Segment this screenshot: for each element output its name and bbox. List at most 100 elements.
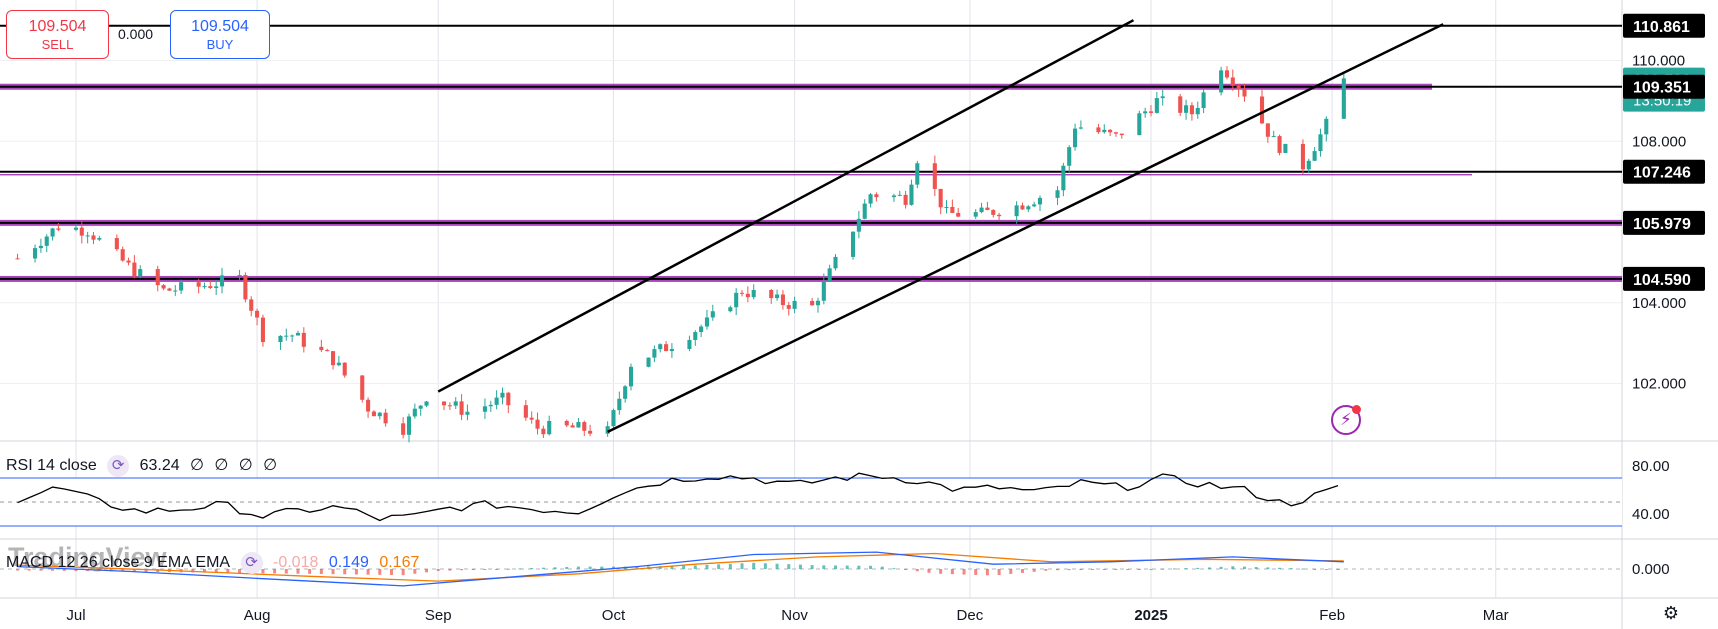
candle-body xyxy=(453,401,458,406)
macd-histogram-bar xyxy=(1114,569,1118,570)
candle-body xyxy=(1073,128,1078,148)
macd-histogram-bar xyxy=(144,569,148,572)
level-price-badge xyxy=(1623,13,1705,38)
candle-body xyxy=(132,262,137,277)
candle-body xyxy=(833,256,838,269)
candle-body xyxy=(1032,204,1037,207)
level-price-label: 107.246 xyxy=(1633,165,1691,182)
macd-histogram-bar xyxy=(985,569,989,576)
candle-body xyxy=(529,417,534,420)
macd-histogram-bar xyxy=(565,566,569,569)
macd-histogram-bar xyxy=(238,569,242,574)
macd-histogram-bar xyxy=(740,563,744,569)
macd-histogram-bar xyxy=(1149,568,1153,570)
cycle-icon[interactable]: ⟳ xyxy=(107,455,130,477)
candle-body xyxy=(214,286,219,289)
candle-body xyxy=(161,285,166,289)
rsi-legend[interactable]: RSI 14 close ⟳ 63.24 ∅ ∅ ∅ ∅ xyxy=(6,455,283,477)
candle-body xyxy=(1148,111,1154,113)
macd-histogram-bar xyxy=(822,565,826,569)
candle-body xyxy=(874,194,879,198)
candle-body xyxy=(1318,134,1323,152)
candle-body xyxy=(979,207,984,213)
macd-histogram-bar xyxy=(775,563,779,569)
candle-body xyxy=(412,408,417,417)
macd-histogram-bar xyxy=(693,565,697,569)
candle-body xyxy=(155,269,160,286)
macd-histogram-bar xyxy=(261,569,265,574)
rsi-extra-4: ∅ xyxy=(263,457,278,475)
candle-body xyxy=(401,423,406,435)
candle-body xyxy=(418,405,423,409)
macd-histogram-bar xyxy=(752,562,756,569)
candle-body xyxy=(1224,70,1230,78)
candle-body xyxy=(114,238,119,250)
candle-body xyxy=(1137,113,1142,136)
candle-body xyxy=(208,286,213,289)
macd-histogram-bar xyxy=(1067,569,1071,571)
macd-histogram-bar xyxy=(483,569,487,570)
macd-histogram-bar xyxy=(798,564,802,569)
time-tick-label: Sep xyxy=(425,607,452,624)
time-tick-label: Dec xyxy=(957,607,984,624)
macd-histogram-bar xyxy=(1056,569,1060,571)
macd-histogram-bar xyxy=(1172,568,1176,570)
candle-body xyxy=(664,344,669,352)
candle-body xyxy=(745,293,750,298)
macd-histogram-bar xyxy=(857,565,861,569)
macd-histogram-bar xyxy=(904,569,908,570)
candle-body xyxy=(868,194,873,204)
candle-body xyxy=(903,194,908,205)
candle-body xyxy=(1230,77,1235,86)
candle-body xyxy=(366,399,371,412)
macd-histogram-bar xyxy=(670,565,674,569)
candle-body xyxy=(944,206,949,208)
level-price-label: 105.979 xyxy=(1633,216,1691,233)
candle-body xyxy=(1055,190,1060,198)
candle-body xyxy=(290,335,295,337)
macd-histogram-bar xyxy=(1289,568,1293,570)
candle-body xyxy=(938,188,943,208)
candle-body xyxy=(780,294,785,306)
candle-body xyxy=(336,362,341,366)
macd-histogram-bar xyxy=(284,569,288,574)
candle-body xyxy=(249,299,254,311)
candle-body xyxy=(915,163,920,185)
rsi-tick-label: 40.00 xyxy=(1632,506,1670,523)
candles xyxy=(15,66,1346,443)
candle-body xyxy=(1154,98,1159,113)
price-tick-label: 110.000 xyxy=(1632,53,1685,70)
macd-signal-value: 0.167 xyxy=(379,554,420,572)
macd-histogram-bar xyxy=(1126,569,1130,570)
time-tick-label: Aug xyxy=(244,607,271,624)
macd-histogram-bar xyxy=(1266,567,1270,569)
macd-histogram-bar xyxy=(588,566,592,569)
candle-body xyxy=(1219,70,1224,93)
macd-histogram-bar xyxy=(448,569,452,571)
macd-histogram-bar xyxy=(354,569,358,575)
lightning-icon[interactable]: ⚡ xyxy=(1331,405,1361,435)
candle-body xyxy=(523,405,528,418)
macd-histogram-bar xyxy=(1196,567,1200,569)
macd-histogram-bar xyxy=(389,569,393,575)
macd-histogram-bar xyxy=(1336,569,1340,570)
gear-icon[interactable]: ⚙ xyxy=(1662,603,1680,623)
rsi-value: 63.24 xyxy=(139,457,180,475)
candle-body xyxy=(687,339,692,349)
macd-hist-value: -0.018 xyxy=(273,554,319,572)
sell-button[interactable]: 109.504 SELL xyxy=(6,10,109,59)
macd-histogram-bar xyxy=(717,564,721,569)
candle-body xyxy=(564,420,569,426)
spread-value: 0.000 xyxy=(118,26,154,42)
candle-body xyxy=(406,416,412,435)
buy-button[interactable]: 109.504 BUY xyxy=(170,10,270,59)
macd-histogram-bar xyxy=(1091,569,1095,571)
level-price-label: 104.590 xyxy=(1633,272,1691,289)
macd-histogram-bar xyxy=(1207,567,1211,569)
candle-body xyxy=(576,422,581,428)
macd-histogram-bar xyxy=(331,569,335,575)
macd-legend[interactable]: MACD 12 26 close 9 EMA EMA ⟳ -0.018 0.14… xyxy=(6,552,425,574)
candle-body xyxy=(1061,165,1066,191)
cycle-icon[interactable]: ⟳ xyxy=(240,552,263,574)
